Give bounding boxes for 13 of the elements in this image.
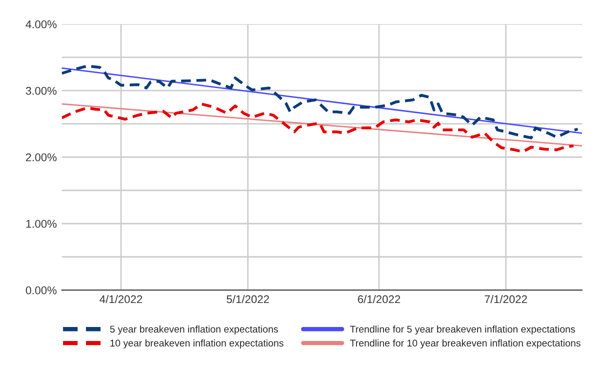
legend-label: Trendline for 5 year breakeven inflation expectations — [350, 325, 576, 335]
x-tick-label: 7/1/2022 — [484, 294, 527, 304]
legend-label: Trendline for 10 year breakeven inflation expectations — [350, 339, 580, 348]
y-tick-label: 1.00% — [26, 220, 57, 228]
x-tick-label: 6/1/2022 — [358, 294, 400, 304]
y-tick-label: 2.00% — [26, 153, 57, 162]
x-tick-label: 4/1/2022 — [100, 294, 142, 304]
x-tick-label: 5/1/2022 — [226, 294, 269, 304]
y-tick-label: 4.00% — [26, 20, 57, 28]
legend-label: 10 year breakeven inflation expectations — [110, 339, 284, 348]
y-tick-label: 0.00% — [26, 286, 57, 294]
legend-label: 5 year breakeven inflation expectations — [110, 325, 278, 335]
y-tick-label: 3.00% — [26, 86, 57, 95]
